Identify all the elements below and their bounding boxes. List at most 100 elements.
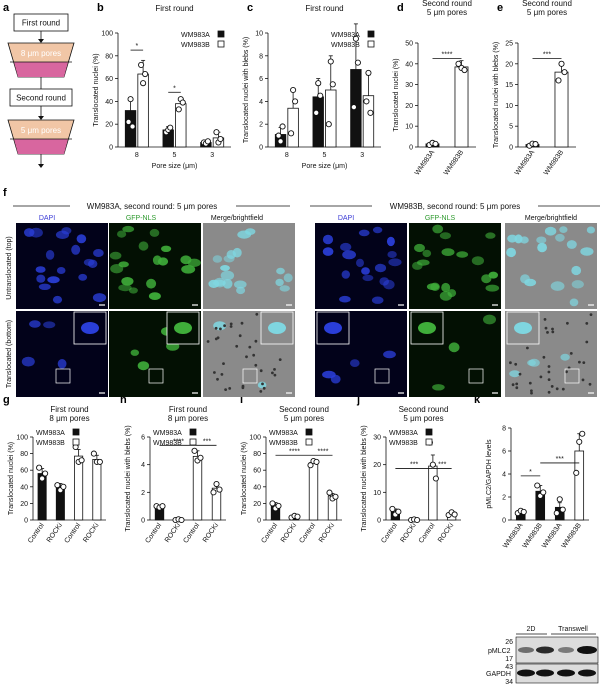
data-point xyxy=(520,508,527,516)
y-tick-label: 50 xyxy=(405,41,413,48)
roi-box xyxy=(242,368,258,384)
y-tick-label: 0 xyxy=(509,145,513,152)
x-tick-label: WM983B xyxy=(543,149,565,177)
nucleus xyxy=(93,249,104,257)
pore xyxy=(219,327,222,331)
y-axis-label: pMLC2/GAPDH levels xyxy=(486,439,493,509)
data-point xyxy=(125,118,132,125)
data-point xyxy=(365,69,372,76)
y-tick-label: 20 xyxy=(253,501,261,508)
data-point xyxy=(140,80,147,87)
inset-nucleus xyxy=(174,322,192,334)
legend-swatch xyxy=(305,438,313,446)
pore xyxy=(561,387,565,391)
x-tick-label: 5 xyxy=(173,152,177,159)
nucleus xyxy=(322,234,334,245)
inset-nucleus xyxy=(81,322,99,334)
y-axis-label: Translocated nuclei (%) xyxy=(241,442,248,515)
legend-swatch xyxy=(425,428,433,436)
data-point xyxy=(556,496,563,503)
pore xyxy=(539,375,543,379)
data-point xyxy=(279,123,286,130)
legend-label: WM983B xyxy=(389,440,418,447)
chart-title: First round xyxy=(155,4,193,13)
legend-label: WM983A xyxy=(36,430,65,437)
nucleus xyxy=(536,236,547,244)
data-point xyxy=(179,99,186,106)
x-tick-label: ROCKi xyxy=(202,522,220,544)
roi-box xyxy=(148,368,164,384)
panel-label-b: b xyxy=(97,2,104,14)
data-point xyxy=(326,489,333,496)
nucleus xyxy=(356,258,364,268)
y-tick-label: 4 xyxy=(259,99,263,106)
chart-title: Second round xyxy=(422,0,472,8)
data-point xyxy=(36,464,43,471)
data-point xyxy=(213,480,220,488)
x-tick-label: ROCKi xyxy=(82,522,100,544)
data-point xyxy=(96,458,103,465)
chart-title: Second round xyxy=(522,0,572,8)
data-point xyxy=(275,502,282,509)
y-tick-label: 6 xyxy=(259,76,263,83)
pore xyxy=(551,327,554,331)
micro-tile-dapi xyxy=(315,223,407,309)
data-point xyxy=(129,123,136,130)
pore xyxy=(259,369,263,373)
data-point xyxy=(455,60,462,67)
nucleus xyxy=(383,279,395,290)
significance-label: *** xyxy=(410,462,418,469)
pore xyxy=(567,366,571,370)
x-tick-label: Control xyxy=(380,522,399,545)
x-tick-label: Control xyxy=(144,522,163,545)
pore xyxy=(224,388,228,391)
nucleus xyxy=(386,236,395,247)
nucleus xyxy=(422,249,432,258)
data-point xyxy=(294,513,301,520)
pore xyxy=(271,371,274,375)
band-pmlc2: pMLC2 xyxy=(488,648,511,655)
y-tick-label: 20 xyxy=(105,122,113,129)
nucleus xyxy=(387,251,397,258)
arrow-head xyxy=(38,164,44,168)
chart-title: Second round xyxy=(399,405,449,414)
nucleus xyxy=(555,233,565,242)
chart-d: 0 10 20 30 40 50 Translocated nuclei (%) Second… xyxy=(393,0,476,177)
chart-title: Second round xyxy=(279,405,329,414)
nucleus xyxy=(483,314,496,325)
nucleus xyxy=(78,273,88,281)
y-tick-label: 100 xyxy=(101,31,113,38)
y-tick-label: 20 xyxy=(405,103,413,110)
nucleus xyxy=(339,295,351,303)
nucleus xyxy=(83,258,95,266)
data-point xyxy=(275,132,282,139)
y-tick-label: 0 xyxy=(502,518,506,525)
nucleus xyxy=(342,250,356,260)
data-point xyxy=(313,109,320,116)
data-point xyxy=(461,66,468,74)
pore xyxy=(515,382,519,386)
data-point xyxy=(213,129,220,136)
nucleus xyxy=(361,267,370,275)
nucleus xyxy=(35,266,46,273)
pores-5-label: 5 μm pores xyxy=(21,126,61,135)
data-point xyxy=(561,69,568,76)
x-axis-label: Pore size (μm) xyxy=(152,163,198,170)
nucleus xyxy=(76,234,87,244)
nucleus xyxy=(322,247,334,256)
x-tick-label: 5 xyxy=(323,152,327,159)
x-tick-label: WM983A xyxy=(514,149,536,177)
nucleus xyxy=(527,359,536,366)
nucleus xyxy=(412,261,423,270)
nucleus xyxy=(350,359,360,367)
nucleus xyxy=(29,320,41,328)
nucleus xyxy=(283,273,293,283)
pore xyxy=(228,387,232,390)
x-tick-label: WM983A xyxy=(414,149,436,177)
y-tick-label: 0 xyxy=(409,145,413,152)
x-axis-label: Pore size (μm) xyxy=(302,163,348,170)
y-tick-label: 2 xyxy=(259,122,263,129)
bar xyxy=(454,66,469,148)
